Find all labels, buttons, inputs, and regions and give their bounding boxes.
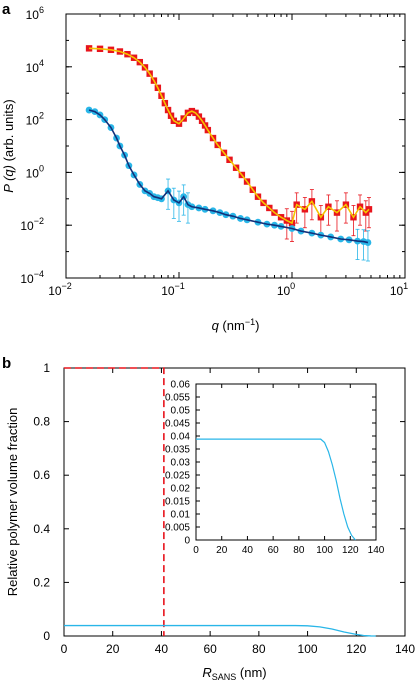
- inset-profile-line: [196, 438, 356, 541]
- inset-frame: [195, 383, 377, 541]
- inset-x-tick-label: 100: [316, 545, 333, 556]
- inset-y-tick-label: 0: [184, 536, 190, 547]
- inset-y-tick-label: 0.035: [165, 445, 190, 456]
- tick-exponent: 4: [39, 58, 44, 68]
- tick-base: 10: [20, 272, 34, 286]
- y-tick-label: 104: [26, 58, 44, 75]
- y-axis-label: Relative polymer volume fraction: [5, 408, 20, 597]
- tick-exponent: 0: [39, 163, 44, 173]
- tick-base: 10: [48, 284, 62, 298]
- tick-exponent: 0: [290, 281, 295, 291]
- profile-line-solid: [64, 624, 376, 637]
- tick-exponent: 6: [39, 5, 44, 15]
- x-axis-label: q (nm−1): [212, 317, 260, 333]
- y-tick-label: 100: [26, 163, 44, 180]
- x-axis-label-var: R: [202, 665, 211, 680]
- x-axis-label: RSANS (nm): [202, 665, 266, 682]
- data-point: [365, 206, 373, 213]
- x-axis-label-unit-exponent: −1: [245, 317, 255, 327]
- y-tick-label: 0: [43, 629, 50, 643]
- x-tick-label: 0: [61, 642, 68, 656]
- y-tick-label: 10−4: [20, 269, 44, 286]
- inset-y-tick-label: 0.03: [171, 458, 191, 469]
- x-axis-label-unit: (nm): [236, 665, 266, 680]
- panel-b-letter: b: [2, 355, 11, 372]
- x-axis-label-unit: (nm: [219, 318, 245, 333]
- inset-x-tick-label: 80: [293, 545, 305, 556]
- inset-y-tick-label: 0.04: [171, 432, 191, 443]
- panel-b: 0 20 40 60 80 100 120 140 0 0.2 0.4 0.6 0.8 1 RSANS (n…: [5, 361, 415, 682]
- tick-base: 10: [161, 284, 175, 298]
- x-tick-label: 20: [106, 642, 120, 656]
- tick-exponent: −1: [175, 281, 185, 291]
- inset-y-tick-label: 0.025: [165, 471, 190, 482]
- x-tick-label: 100: [277, 281, 295, 298]
- series-square: [85, 45, 373, 242]
- y-axis-label-var: P: [1, 184, 16, 193]
- tick-base: 10: [26, 114, 40, 128]
- inset-y-tick-label: 0.055: [165, 393, 190, 404]
- inset-x-tick-label: 120: [342, 545, 359, 556]
- inset-x-tick-label: 40: [242, 545, 254, 556]
- y-tick-label: 10−2: [20, 216, 44, 233]
- x-tick-label: 60: [203, 642, 217, 656]
- data-point: [85, 45, 93, 52]
- y-axis-label-rest: (arb. units): [1, 99, 16, 165]
- x-axis-label-subscript: SANS: [212, 672, 237, 682]
- y-tick-label: 0.6: [33, 468, 50, 482]
- x-tick-label: 80: [252, 642, 266, 656]
- inset-x-tick-label: 0: [193, 545, 199, 556]
- series-circle: [85, 106, 372, 262]
- tick-base: 10: [390, 284, 404, 298]
- x-tick-label: 40: [155, 642, 169, 656]
- tick-exponent: −2: [62, 281, 72, 291]
- x-tick-label: 100: [298, 642, 318, 656]
- y-axis-label: P (q) (arb. units): [1, 99, 16, 192]
- panel-a-letter: a: [2, 1, 11, 18]
- inset-chart: 0 20 40 60 80 100 120 14000.0050.010.0150.020.0…: [165, 380, 385, 557]
- y-tick-label: 0.4: [33, 522, 50, 536]
- data-point: [364, 239, 372, 246]
- fit-line: [89, 47, 370, 225]
- x-tick-label: 10−2: [48, 281, 72, 298]
- tick-base: 10: [20, 219, 34, 233]
- x-tick-label: 140: [395, 642, 415, 656]
- tick-base: 10: [277, 284, 291, 298]
- tick-base: 10: [26, 61, 40, 75]
- fit-line: [88, 109, 369, 244]
- inset-x-tick-label: 20: [216, 545, 228, 556]
- tick-exponent: −4: [34, 269, 44, 279]
- y-tick-label: 1: [43, 361, 50, 375]
- x-axis-label-var: q: [212, 318, 220, 333]
- inset-y-tick-label: 0.01: [171, 510, 191, 521]
- tick-exponent: −2: [34, 216, 44, 226]
- x-tick-label: 10−1: [161, 281, 185, 298]
- y-tick-label: 0.8: [33, 415, 50, 429]
- x-tick-label: 101: [390, 281, 408, 298]
- y-tick-label: 0.2: [33, 575, 50, 589]
- y-axis-label-arg: (q): [1, 165, 16, 185]
- inset-y-tick-label: 0.06: [171, 380, 191, 391]
- tick-exponent: 1: [403, 281, 408, 291]
- tick-base: 10: [26, 8, 40, 22]
- inset-y-tick-label: 0.005: [165, 523, 190, 534]
- panel-a-data: [85, 45, 373, 262]
- y-tick-label: 102: [26, 111, 44, 128]
- tick-base: 10: [26, 166, 40, 180]
- inset-y-tick-label: 0.015: [165, 497, 190, 508]
- inset-x-tick-label: 60: [268, 545, 280, 556]
- panel-b-frame: [63, 367, 406, 637]
- inset-y-tick-label: 0.05: [171, 406, 191, 417]
- inset-y-tick-label: 0.045: [165, 419, 190, 430]
- x-tick-label: 120: [346, 642, 366, 656]
- x-axis-label-close: ): [255, 318, 259, 333]
- profile-line-dashed: [64, 367, 165, 636]
- inset-y-tick-label: 0.02: [171, 484, 191, 495]
- y-tick-label: 106: [26, 5, 44, 22]
- tick-exponent: 2: [39, 111, 44, 121]
- inset-x-tick-label: 140: [368, 545, 385, 556]
